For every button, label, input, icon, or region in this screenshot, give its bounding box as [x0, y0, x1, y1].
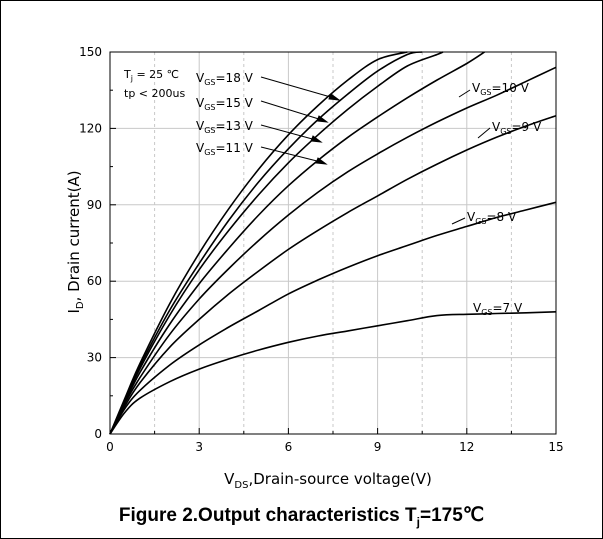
pointer-vgs-18	[260, 76, 335, 99]
y-tick-label: 0	[94, 427, 102, 441]
pointer-vgs-11	[260, 146, 322, 163]
x-tick-label: 12	[459, 440, 474, 454]
pointer-vgs-13	[260, 124, 317, 141]
series-label-vgs-9: VGS=9 V	[492, 120, 542, 136]
pointer-head-vgs-11	[315, 157, 328, 165]
series-label-vgs-18: VGS=18 V	[196, 71, 254, 87]
figure-caption: Figure 2.Output characteristics Tj=175℃	[118, 505, 485, 529]
x-tick-label: 6	[285, 440, 293, 454]
pointer-vgs-10	[458, 89, 471, 98]
series-line-vgs-10	[109, 66, 557, 435]
series-line-vgs-8	[109, 201, 557, 435]
pointer-head-vgs-18	[328, 93, 341, 101]
series-line-vgs-7	[109, 311, 557, 435]
x-tick-label: 15	[548, 440, 563, 454]
grid	[110, 52, 556, 434]
pointer-head-vgs-13	[310, 135, 323, 143]
x-axis-title: VDS,Drain-source voltage(V)	[224, 470, 432, 491]
series-label-vgs-7: VGS=7 V	[473, 301, 523, 317]
y-tick-label: 150	[79, 45, 102, 59]
label-pointers	[260, 76, 491, 225]
condition-pulse-width: tp < 200us	[124, 87, 185, 100]
series-label-vgs-13: VGS=13 V	[196, 119, 254, 135]
series-label-vgs-10: VGS=10 V	[472, 81, 530, 97]
pointer-vgs-15	[260, 100, 323, 121]
series-label-vgs-15: VGS=15 V	[196, 96, 254, 112]
curves	[109, 51, 557, 435]
condition-tj: Tj = 25 ℃	[123, 68, 179, 83]
x-tick-label: 0	[106, 440, 114, 454]
series-line-vgs-15	[109, 51, 423, 435]
pointer-head-vgs-15	[316, 115, 329, 123]
series-line-vgs-13	[109, 51, 444, 435]
y-tick-label: 90	[87, 198, 102, 212]
pointer-vgs-9	[477, 127, 491, 139]
series-label-vgs-11: VGS=11 V	[196, 141, 254, 157]
series-line-vgs-9	[109, 114, 557, 435]
x-tick-label: 3	[195, 440, 203, 454]
y-tick-label: 60	[87, 274, 102, 288]
series-line-vgs-11	[109, 51, 486, 435]
y-tick-label: 30	[87, 351, 102, 365]
series-line-vgs-18	[109, 51, 408, 435]
x-tick-label: 9	[374, 440, 382, 454]
y-tick-label: 120	[79, 121, 102, 135]
pointer-vgs-8	[451, 217, 466, 225]
y-axis-title: ID, Drain current(A)	[65, 170, 86, 313]
series-label-vgs-8: VGS=8 V	[467, 210, 517, 226]
